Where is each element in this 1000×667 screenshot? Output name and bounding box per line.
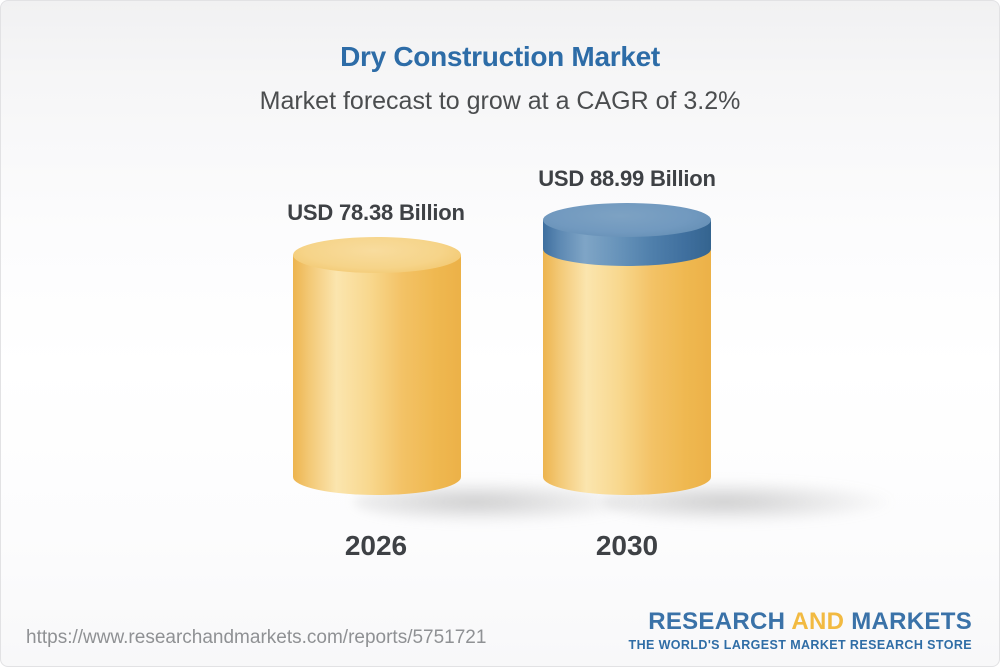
brand-name-research: RESEARCH <box>648 608 786 635</box>
bar-2026-top-ellipse <box>293 237 461 273</box>
page-subtitle: Market forecast to grow at a CAGR of 3.2… <box>259 87 741 115</box>
brand-tagline: THE WORLD'S LARGEST MARKET RESEARCH STOR… <box>628 638 972 652</box>
bar-2030-body <box>543 237 711 495</box>
brand-logo: RESEARCH AND MARKETS THE WORLD'S LARGEST… <box>628 610 972 653</box>
axis-label-2026: 2026 <box>344 530 408 561</box>
bar-2030-top-ellipse <box>543 203 711 237</box>
bar-2026-body <box>293 255 461 495</box>
value-label-2030: USD 88.99 Billion <box>538 166 716 191</box>
brand-name: RESEARCH AND MARKETS <box>629 610 972 634</box>
brand-name-markets: MARKETS <box>851 608 972 635</box>
value-label-2026: USD 78.38 Billion <box>287 200 465 225</box>
brand-name-and: AND <box>791 608 845 635</box>
axis-label-2030: 2030 <box>595 530 659 561</box>
page-title: Dry Construction Market <box>340 41 660 72</box>
report-url: https://www.researchandmarkets.com/repor… <box>26 627 487 648</box>
